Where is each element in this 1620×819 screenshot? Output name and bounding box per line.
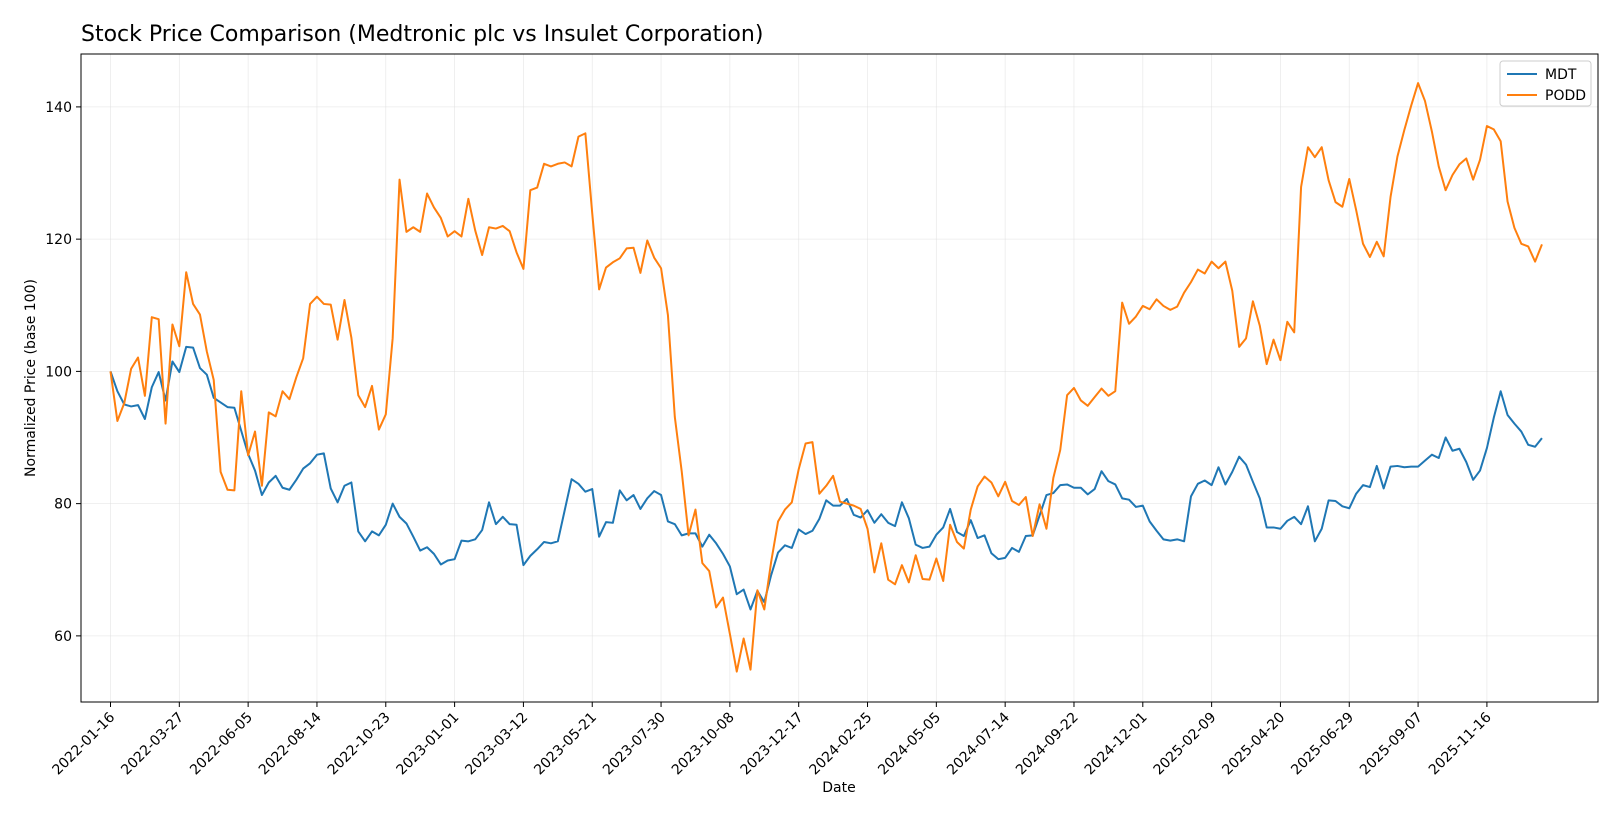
legend-label-mdt: MDT [1545,67,1577,83]
grid [81,54,1598,702]
plot-area-frame [80,53,1599,703]
x-axis-label: Date [822,780,855,796]
legend: MDT PODD [1499,60,1592,107]
y-tick-label: 80 [54,497,72,513]
chart-title: Stock Price Comparison (Medtronic plc vs… [81,22,763,47]
y-axis-label: Normalized Price (base 100) [23,279,39,477]
y-tick-label: 60 [54,629,72,645]
y-tick-label: 140 [45,100,72,116]
series-lines [109,82,1543,673]
y-tick-label: 100 [45,364,72,380]
y-tick-label: 120 [45,232,72,248]
legend-label-podd: PODD [1545,88,1586,104]
series-line-podd [109,82,1543,673]
series-line-mdt [109,345,1543,611]
